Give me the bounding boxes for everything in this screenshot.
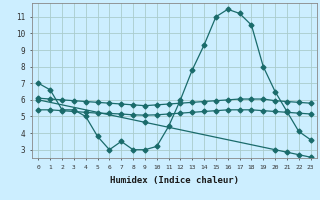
X-axis label: Humidex (Indice chaleur): Humidex (Indice chaleur)	[110, 176, 239, 185]
